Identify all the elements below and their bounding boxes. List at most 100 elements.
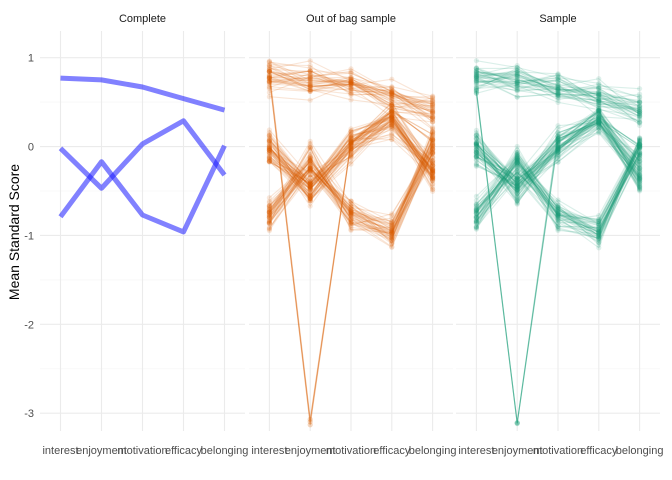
sample-point — [555, 91, 561, 97]
sample-line — [476, 117, 641, 179]
sample-point — [348, 219, 354, 225]
sample-line — [475, 119, 641, 191]
sample-point — [348, 208, 354, 214]
sample-point — [596, 109, 602, 115]
sample-line — [268, 145, 434, 239]
sample-point — [389, 110, 395, 116]
sample-point — [430, 157, 436, 164]
sample-point — [596, 89, 602, 95]
sample-point — [473, 224, 479, 230]
sample-point — [430, 125, 436, 131]
sample-line — [269, 121, 434, 185]
sample-point — [266, 209, 272, 216]
sample-point — [348, 134, 354, 140]
sample-point — [473, 76, 479, 82]
sample-point — [348, 75, 354, 81]
sample-point — [637, 169, 643, 176]
sample-point — [637, 119, 643, 125]
sample-point — [389, 113, 395, 119]
sample-point — [348, 145, 354, 151]
sample-point — [473, 214, 479, 221]
sample-line — [269, 75, 433, 121]
sample-point — [348, 208, 354, 214]
sample-point — [596, 105, 602, 112]
sample-point — [514, 67, 520, 74]
sample-point — [430, 173, 436, 179]
sample-point — [596, 221, 602, 227]
sample-point — [555, 152, 561, 158]
sample-line — [269, 117, 434, 196]
sample-point — [555, 133, 561, 140]
sample-line — [269, 115, 434, 185]
sample-point — [637, 94, 643, 100]
sample-line — [476, 158, 641, 242]
sample-line — [475, 144, 641, 240]
sample-point — [348, 222, 354, 228]
sample-line — [476, 74, 640, 120]
sample-point — [307, 145, 313, 151]
sample-point — [430, 98, 436, 105]
outlier-point — [307, 419, 313, 425]
sample-point — [348, 220, 354, 226]
sample-point — [430, 181, 436, 187]
sample-line — [475, 147, 641, 225]
sample-line — [475, 117, 641, 181]
sample-point — [307, 191, 313, 197]
sample-point — [389, 235, 395, 242]
sample-point — [473, 149, 479, 155]
sample-point — [514, 183, 520, 189]
sample-point — [266, 220, 272, 227]
series-line — [58, 144, 227, 235]
sample-point — [266, 69, 272, 75]
sample-point — [430, 149, 436, 155]
sample-line — [475, 140, 641, 220]
sample-point — [430, 115, 436, 122]
sample-point — [596, 108, 602, 114]
sample-point — [430, 108, 436, 114]
sample-point — [430, 145, 436, 152]
sample-point — [637, 161, 643, 168]
sample-line — [269, 125, 433, 185]
sample-point — [596, 105, 602, 111]
sample-line — [268, 119, 434, 178]
sample-point — [637, 176, 643, 182]
sample-point — [348, 86, 354, 92]
sample-line — [269, 117, 434, 183]
sample-point — [348, 84, 354, 90]
sample-point — [473, 141, 479, 147]
sample-point — [637, 147, 643, 153]
sample-point — [389, 219, 395, 225]
sample-point — [637, 163, 643, 169]
sample-point — [555, 212, 561, 218]
sample-point — [596, 221, 602, 227]
sample-point — [266, 205, 272, 212]
sample-point — [555, 218, 561, 224]
sample-point — [430, 98, 436, 104]
sample-point — [430, 158, 436, 164]
sample-point — [514, 189, 520, 195]
outlier-point — [637, 142, 643, 148]
sample-point — [266, 139, 272, 145]
panel-strip-label: Out of bag sample — [306, 13, 396, 25]
sample-point — [637, 103, 643, 109]
sample-point — [430, 169, 436, 175]
sample-point — [348, 201, 354, 207]
sample-point — [430, 146, 436, 152]
sample-point — [389, 230, 395, 236]
sample-point — [596, 223, 602, 229]
sample-point — [266, 205, 272, 211]
sample-point — [514, 72, 520, 78]
sample-point — [307, 172, 313, 178]
sample-point — [266, 213, 272, 219]
sample-line — [268, 147, 434, 240]
outlier-point — [307, 416, 313, 422]
sample-point — [266, 145, 272, 151]
sample-point — [348, 201, 354, 207]
sample-point — [430, 114, 436, 121]
sample-point — [596, 231, 602, 237]
sample-point — [348, 80, 354, 86]
sample-point — [596, 120, 602, 126]
sample-point — [555, 147, 561, 153]
sample-point — [348, 79, 354, 85]
sample-point — [307, 185, 313, 191]
